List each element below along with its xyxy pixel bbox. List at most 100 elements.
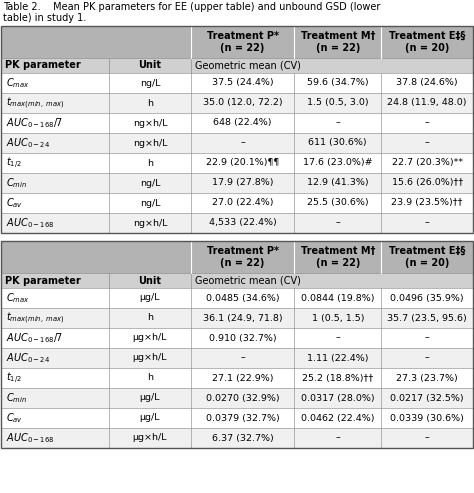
Text: 23.9 (23.5%)††: 23.9 (23.5%)††	[392, 199, 463, 208]
Text: μg×h/L: μg×h/L	[133, 433, 167, 443]
Text: $C_{av}$: $C_{av}$	[6, 411, 23, 425]
Bar	[1, 428, 473, 448]
Bar	[1, 308, 473, 328]
Text: 27.0 (22.4%): 27.0 (22.4%)	[212, 199, 273, 208]
Text: $C_{av}$: $C_{av}$	[6, 196, 23, 210]
Text: Treatment P*
(n = 22): Treatment P* (n = 22)	[207, 31, 279, 53]
Text: 1.11 (22.4%): 1.11 (22.4%)	[307, 353, 368, 362]
Bar	[1, 58, 473, 73]
Text: 27.1 (22.9%): 27.1 (22.9%)	[212, 374, 273, 383]
Text: $t_{1/2}$: $t_{1/2}$	[6, 370, 22, 386]
Text: ng×h/L: ng×h/L	[133, 139, 167, 147]
Bar	[1, 213, 473, 233]
Text: –: –	[425, 218, 429, 227]
Text: $C_{max}$: $C_{max}$	[6, 76, 30, 90]
Bar	[1, 408, 473, 428]
Bar	[1, 173, 473, 193]
Text: Treatment P*
(n = 22): Treatment P* (n = 22)	[207, 246, 279, 268]
Text: 22.7 (20.3%)**: 22.7 (20.3%)**	[392, 159, 463, 168]
Bar	[1, 328, 473, 348]
Text: 37.8 (24.6%): 37.8 (24.6%)	[396, 78, 458, 87]
Text: $t_{max(min,\ max)}$: $t_{max(min,\ max)}$	[6, 95, 65, 111]
Text: Treatment E‡§
(n = 20): Treatment E‡§ (n = 20)	[389, 31, 465, 53]
Text: $AUC_{0-168}$: $AUC_{0-168}$	[6, 216, 55, 230]
Text: –: –	[425, 353, 429, 362]
Text: $AUC_{0-24}$: $AUC_{0-24}$	[6, 136, 50, 150]
Bar	[1, 273, 473, 288]
Text: $AUC_{0-24}$: $AUC_{0-24}$	[6, 351, 50, 365]
Bar	[1, 133, 473, 153]
Text: –: –	[336, 218, 340, 227]
Text: μg×h/L: μg×h/L	[133, 353, 167, 362]
Text: 0.0485 (34.6%): 0.0485 (34.6%)	[206, 293, 280, 303]
Text: h: h	[147, 374, 153, 383]
Text: PK parameter: PK parameter	[5, 61, 81, 70]
Text: ng×h/L: ng×h/L	[133, 218, 167, 227]
Text: h: h	[147, 99, 153, 107]
Text: 611 (30.6%): 611 (30.6%)	[309, 139, 367, 147]
Text: –: –	[336, 333, 340, 343]
Text: Geometric mean (CV): Geometric mean (CV)	[195, 276, 301, 285]
Text: 0.0844 (19.8%): 0.0844 (19.8%)	[301, 293, 374, 303]
Bar	[1, 73, 473, 93]
Bar	[1, 153, 473, 173]
Text: Treatment E‡§
(n = 20): Treatment E‡§ (n = 20)	[389, 246, 465, 268]
Text: ng/L: ng/L	[140, 178, 160, 187]
Text: $C_{max}$: $C_{max}$	[6, 291, 30, 305]
Text: Unit: Unit	[138, 276, 162, 285]
Text: Geometric mean (CV): Geometric mean (CV)	[195, 61, 301, 70]
Text: μg/L: μg/L	[140, 414, 160, 423]
Text: 27.3 (23.7%): 27.3 (23.7%)	[396, 374, 458, 383]
Text: μg/L: μg/L	[140, 293, 160, 303]
Text: ng×h/L: ng×h/L	[133, 118, 167, 128]
Text: –: –	[240, 353, 245, 362]
Bar	[1, 348, 473, 368]
Text: –: –	[425, 433, 429, 443]
Text: 0.910 (32.7%): 0.910 (32.7%)	[209, 333, 276, 343]
Text: 25.2 (18.8%)††: 25.2 (18.8%)††	[302, 374, 374, 383]
Text: 6.37 (32.7%): 6.37 (32.7%)	[212, 433, 273, 443]
Text: Unit: Unit	[138, 61, 162, 70]
Text: 35.7 (23.5, 95.6): 35.7 (23.5, 95.6)	[387, 314, 467, 322]
Bar	[1, 368, 473, 388]
Text: 0.0339 (30.6%): 0.0339 (30.6%)	[390, 414, 464, 423]
Text: –: –	[425, 118, 429, 128]
Text: 0.0270 (32.9%): 0.0270 (32.9%)	[206, 393, 280, 402]
Text: 59.6 (34.7%): 59.6 (34.7%)	[307, 78, 369, 87]
Text: 22.9 (20.1%)¶¶: 22.9 (20.1%)¶¶	[206, 159, 279, 168]
Text: 0.0462 (22.4%): 0.0462 (22.4%)	[301, 414, 374, 423]
Bar	[1, 193, 473, 213]
Text: Table 2.    Mean PK parameters for EE (upper table) and unbound GSD (lower: Table 2. Mean PK parameters for EE (uppe…	[3, 2, 380, 12]
Text: Treatment M†
(n = 22): Treatment M† (n = 22)	[301, 31, 375, 53]
Text: 35.0 (12.0, 72.2): 35.0 (12.0, 72.2)	[203, 99, 283, 107]
Bar	[1, 26, 473, 58]
Text: h: h	[147, 159, 153, 168]
Text: 0.0379 (32.7%): 0.0379 (32.7%)	[206, 414, 280, 423]
Text: 24.8 (11.9, 48.0): 24.8 (11.9, 48.0)	[387, 99, 467, 107]
Text: 37.5 (24.4%): 37.5 (24.4%)	[212, 78, 273, 87]
Text: 648 (22.4%): 648 (22.4%)	[213, 118, 272, 128]
Text: 12.9 (41.3%): 12.9 (41.3%)	[307, 178, 369, 187]
Text: 17.9 (27.8%): 17.9 (27.8%)	[212, 178, 273, 187]
Text: 25.5 (30.6%): 25.5 (30.6%)	[307, 199, 369, 208]
Text: 1.5 (0.5, 3.0): 1.5 (0.5, 3.0)	[307, 99, 369, 107]
Text: 15.6 (26.0%)††: 15.6 (26.0%)††	[392, 178, 463, 187]
Bar	[1, 241, 473, 273]
Text: $t_{1/2}$: $t_{1/2}$	[6, 155, 22, 171]
Text: –: –	[240, 139, 245, 147]
Bar	[1, 93, 473, 113]
Text: 0.0217 (32.5%): 0.0217 (32.5%)	[391, 393, 464, 402]
Text: $AUC_{0-168}/7$: $AUC_{0-168}/7$	[6, 331, 63, 345]
Text: $AUC_{0-168}$: $AUC_{0-168}$	[6, 431, 55, 445]
Text: –: –	[336, 118, 340, 128]
Text: μg×h/L: μg×h/L	[133, 333, 167, 343]
Text: $C_{min}$: $C_{min}$	[6, 391, 27, 405]
Bar	[1, 241, 473, 448]
Text: 0.0317 (28.0%): 0.0317 (28.0%)	[301, 393, 374, 402]
Text: $AUC_{0-168}/7$: $AUC_{0-168}/7$	[6, 116, 63, 130]
Text: 36.1 (24.9, 71.8): 36.1 (24.9, 71.8)	[203, 314, 283, 322]
Text: $C_{min}$: $C_{min}$	[6, 176, 27, 190]
Text: μg/L: μg/L	[140, 393, 160, 402]
Text: 0.0496 (35.9%): 0.0496 (35.9%)	[391, 293, 464, 303]
Text: 4,533 (22.4%): 4,533 (22.4%)	[209, 218, 276, 227]
